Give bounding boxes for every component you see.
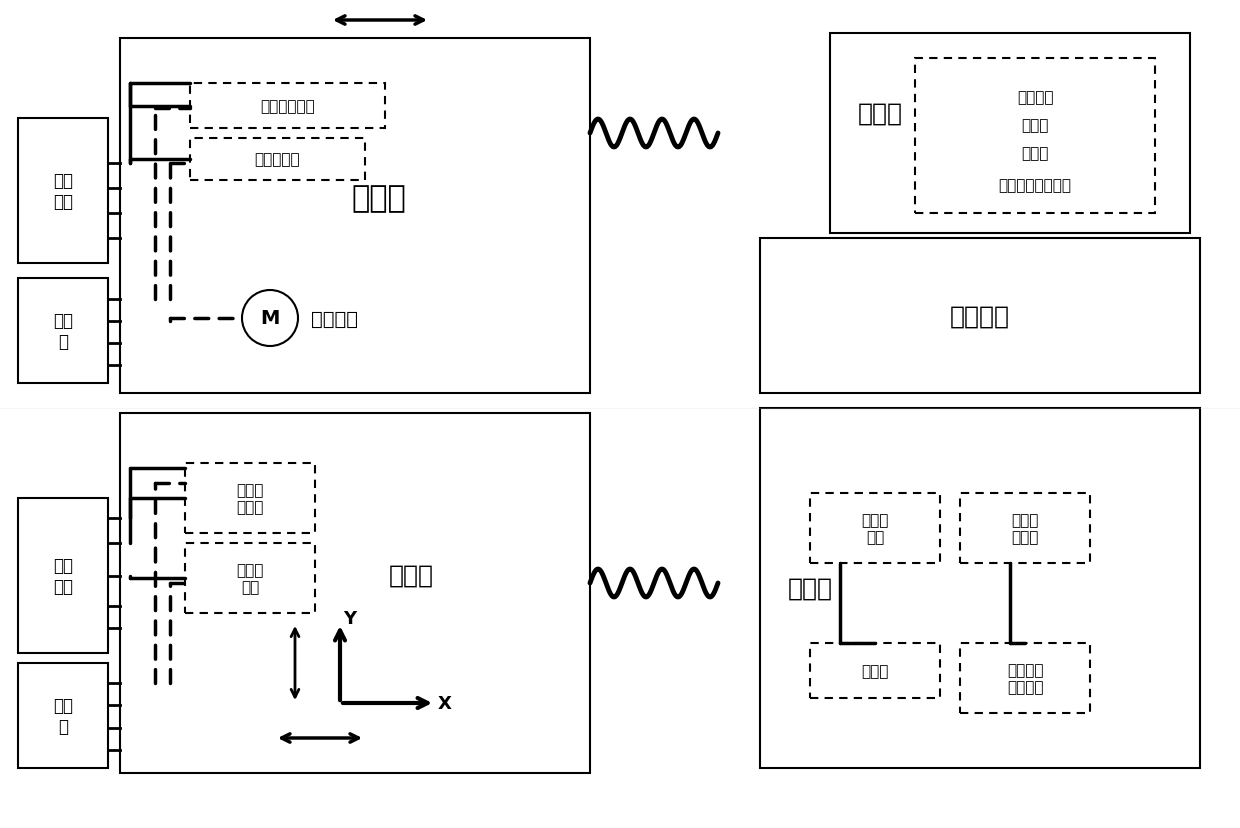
- Text: X: X: [438, 694, 451, 712]
- Text: Y: Y: [343, 609, 357, 628]
- Text: 数据采集
存储设备: 数据采集 存储设备: [1007, 662, 1043, 695]
- Bar: [185, 464, 315, 533]
- Text: 配电
设备: 配电 设备: [53, 172, 73, 210]
- Bar: [120, 39, 590, 393]
- Text: 三轴陀
螺仪: 三轴陀 螺仪: [237, 562, 264, 595]
- Text: 气浮平台: 气浮平台: [950, 304, 1011, 328]
- Bar: [960, 493, 1090, 563]
- Text: 蓄电池: 蓄电池: [1022, 146, 1049, 161]
- Bar: [190, 139, 365, 181]
- Text: 蓄电池: 蓄电池: [862, 663, 889, 678]
- Text: 三轴加速度计: 三轴加速度计: [260, 99, 315, 114]
- Text: 驱动电机: 驱动电机: [311, 309, 358, 328]
- Bar: [760, 408, 1200, 768]
- Text: 配电
设备: 配电 设备: [53, 556, 73, 595]
- Text: 数据采集存储设备: 数据采集存储设备: [998, 178, 1071, 194]
- Text: 三轴加
速度计: 三轴加 速度计: [1012, 513, 1039, 545]
- Text: 平台舱: 平台舱: [389, 563, 434, 587]
- Text: 载荷舱: 载荷舱: [787, 576, 832, 600]
- Bar: [19, 498, 108, 653]
- Text: 加速度计: 加速度计: [1017, 90, 1053, 105]
- Bar: [810, 493, 940, 563]
- Text: 陀螺仪: 陀螺仪: [1022, 118, 1049, 133]
- Bar: [19, 119, 108, 263]
- Bar: [830, 34, 1190, 233]
- Text: M: M: [260, 309, 280, 328]
- Text: 载荷舱: 载荷舱: [858, 102, 903, 126]
- Text: 平台舱: 平台舱: [351, 184, 405, 213]
- Bar: [190, 84, 384, 129]
- Bar: [19, 279, 108, 383]
- Text: 三轴加
速度计: 三轴加 速度计: [237, 482, 264, 514]
- Bar: [760, 238, 1200, 393]
- Bar: [960, 643, 1090, 713]
- Text: 计算
机: 计算 机: [53, 311, 73, 350]
- Bar: [185, 543, 315, 614]
- Text: 计算
机: 计算 机: [53, 696, 73, 735]
- Text: 三轴陀螺仪: 三轴陀螺仪: [254, 152, 300, 167]
- Text: 三轴陀
螺仪: 三轴陀 螺仪: [862, 513, 889, 545]
- Bar: [915, 59, 1154, 214]
- Bar: [120, 413, 590, 773]
- Bar: [810, 643, 940, 698]
- Bar: [19, 663, 108, 768]
